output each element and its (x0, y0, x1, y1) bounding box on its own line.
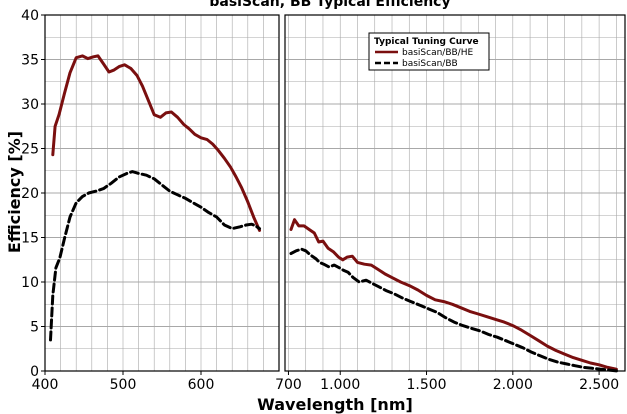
x-tick-label: 400 (32, 377, 59, 393)
y-tick-label: 20 (21, 186, 39, 202)
y-tick-label: 5 (30, 320, 39, 336)
y-tick-label: 25 (21, 142, 39, 158)
y-tick-label: 10 (21, 275, 39, 291)
legend-entry-he: basiScan/BB/HE (402, 48, 473, 58)
series-he-left (51, 54, 261, 232)
x-tick-label: 1.500 (406, 377, 446, 393)
x-tick-label: 1.000 (320, 377, 360, 393)
x-tick-label: 2.000 (493, 377, 533, 393)
legend: Typical Tuning Curve basiScan/BB/HE basi… (368, 32, 490, 71)
series-layer (49, 54, 620, 373)
x-tick-label: 600 (188, 377, 215, 393)
y-tick-label: 35 (21, 53, 39, 69)
y-axis-label: Efficiency [%] (5, 131, 24, 253)
y-tick-label: 0 (30, 364, 39, 380)
x-tick-label: 700 (275, 377, 302, 393)
legend-title: Typical Tuning Curve (374, 37, 479, 47)
legend-entry-bb: basiScan/BB (402, 59, 458, 69)
x-tick-label: 500 (110, 377, 137, 393)
axes-layer: 400 500 600 700 1.000 1.500 2.000 2.500 0 5 10 15 20… (21, 8, 626, 393)
series-bb-right (289, 247, 620, 373)
chart-title: basiScan, BB Typical Efficiency (209, 0, 450, 10)
y-tick-label: 40 (21, 8, 39, 24)
series-he-right (289, 218, 618, 371)
x-axis-label: Wavelength [nm] (257, 395, 413, 414)
panel-frame-right (284, 14, 626, 372)
y-tick-label: 30 (21, 97, 39, 113)
x-tick-label: 2.500 (579, 377, 619, 393)
y-tick-label: 15 (21, 231, 39, 247)
series-bb-left (49, 170, 261, 342)
grid-layer (44, 14, 625, 372)
